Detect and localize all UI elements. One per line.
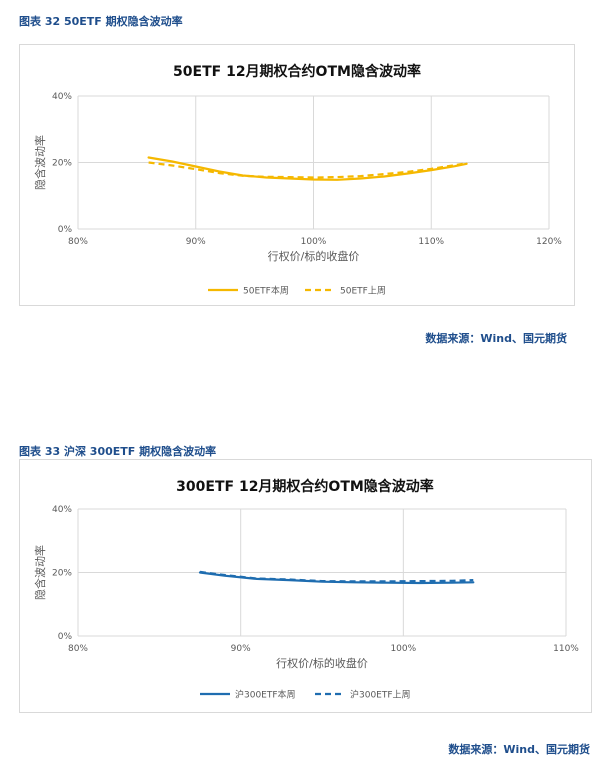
data-source-1: 数据来源：Wind、国元期货 bbox=[425, 332, 567, 345]
x-tick-label: 90% bbox=[231, 644, 251, 654]
legend-label-1: 50ETF本周 bbox=[243, 285, 289, 297]
x-tick-label: 80% bbox=[68, 237, 88, 247]
x-tick-label: 100% bbox=[390, 644, 416, 654]
series-line-1 bbox=[147, 156, 468, 181]
chart-title: 300ETF 12月期权合约OTM隐含波动率 bbox=[176, 478, 434, 495]
chart-title: 50ETF 12月期权合约OTM隐含波动率 bbox=[173, 63, 421, 80]
y-tick-label: 20% bbox=[52, 569, 72, 579]
series-line-2 bbox=[148, 161, 467, 179]
x-tick-label: 80% bbox=[68, 644, 88, 654]
x-tick-label: 120% bbox=[536, 237, 562, 247]
figure-caption-1: 图表 32 50ETF 期权隐含波动率 bbox=[19, 15, 183, 28]
data-source-2: 数据来源：Wind、国元期货 bbox=[448, 743, 590, 756]
legend-label-2: 50ETF上周 bbox=[340, 286, 386, 297]
y-tick-label: 0% bbox=[58, 632, 73, 642]
x-axis-title: 行权价/标的收盘价 bbox=[276, 656, 368, 670]
legend-label-2: 沪300ETF上周 bbox=[350, 689, 411, 701]
y-tick-label: 20% bbox=[52, 159, 72, 169]
y-axis-title: 隐含波动率 bbox=[33, 545, 47, 600]
y-axis-title: 隐含波动率 bbox=[33, 135, 47, 190]
chart-panel-50etf: 50ETF 12月期权合约OTM隐含波动率 80% 90% 100% 110% 120% 0… bbox=[19, 44, 575, 306]
y-tick-label: 0% bbox=[58, 225, 73, 235]
chart-50etf-implied-volatility: 50ETF 12月期权合约OTM隐含波动率 80% 90% 100% 110% 120% 0… bbox=[33, 63, 562, 297]
x-tick-label: 100% bbox=[301, 237, 327, 247]
y-tick-label: 40% bbox=[52, 92, 72, 102]
legend-label-1: 沪300ETF本周 bbox=[235, 689, 296, 701]
x-tick-label: 110% bbox=[553, 644, 579, 654]
y-tick-label: 40% bbox=[52, 505, 72, 515]
x-tick-label: 90% bbox=[186, 237, 206, 247]
series-line-2 bbox=[199, 570, 474, 583]
chart-300etf-implied-volatility: 300ETF 12月期权合约OTM隐含波动率 80% 90% 100% 110% 0% 20… bbox=[33, 478, 579, 701]
x-tick-label: 110% bbox=[418, 237, 444, 247]
figure-caption-2: 图表 33 沪深 300ETF 期权隐含波动率 bbox=[19, 445, 217, 458]
chart-panel-300etf: 300ETF 12月期权合约OTM隐含波动率 80% 90% 100% 110% 0% 20… bbox=[19, 459, 592, 713]
x-axis-title: 行权价/标的收盘价 bbox=[268, 249, 360, 263]
